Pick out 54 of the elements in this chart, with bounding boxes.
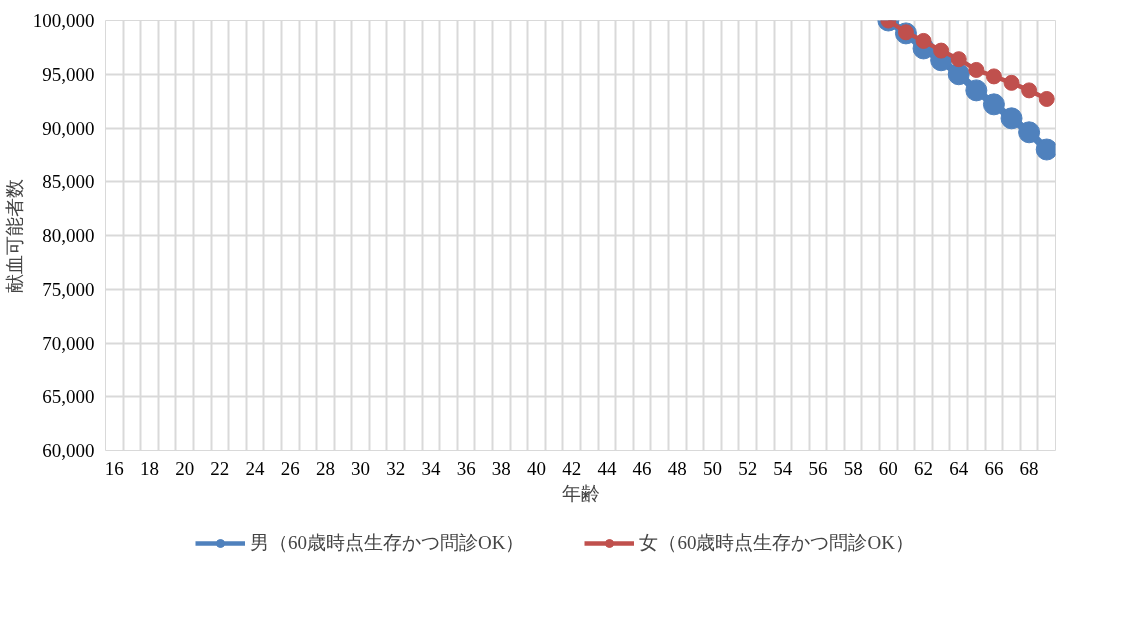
point: [1021, 82, 1038, 99]
x-tick-label: 22: [210, 457, 230, 479]
y-tick-label: 60,000: [42, 440, 95, 461]
legend-label: 男（60歳時点生存かつ問診OK）: [250, 531, 525, 555]
point: [1038, 90, 1055, 107]
x-tick-label: 56: [808, 457, 828, 479]
x-tick-label: 24: [245, 457, 266, 479]
y-axis-title: 献血可能者数: [3, 178, 25, 293]
x-tick-label: 18: [139, 457, 159, 479]
x-tick-label: 68: [1019, 457, 1039, 479]
point: [1000, 107, 1023, 130]
x-tick-label: 42: [562, 457, 582, 479]
point: [915, 32, 932, 49]
x-tick-label: 32: [386, 457, 406, 479]
point: [947, 63, 970, 86]
legend-label: 女（60歳時点生存かつ問診OK）: [639, 531, 914, 555]
x-tick-label: 36: [456, 457, 476, 479]
point: [950, 51, 967, 68]
x-tick-label: 54: [773, 457, 793, 479]
point: [985, 68, 1002, 85]
x-tick-label: 38: [491, 457, 511, 479]
x-tick-label: 58: [843, 457, 863, 479]
point: [1035, 138, 1056, 161]
x-tick-label: 46: [632, 457, 652, 479]
x-tick-label: 52: [738, 457, 758, 479]
point: [982, 93, 1005, 116]
point: [1003, 74, 1020, 91]
point: [965, 79, 988, 102]
x-tick-label: 30: [351, 457, 371, 479]
x-tick-label: 60: [878, 457, 898, 479]
x-tick-label: 20: [175, 457, 195, 479]
x-tick-label: 16: [104, 457, 124, 479]
y-tick-label: 80,000: [42, 225, 95, 246]
y-tick-label: 90,000: [42, 117, 95, 139]
x-tick-label: 26: [280, 457, 300, 479]
point: [968, 61, 985, 78]
x-tick-label: 66: [984, 457, 1004, 479]
point: [933, 42, 950, 59]
y-tick-label: 65,000: [42, 386, 95, 408]
x-tick-label: 50: [702, 457, 722, 479]
y-tick-label: 85,000: [42, 171, 95, 193]
x-tick-label: 28: [315, 457, 335, 479]
y-tick-label: 75,000: [42, 278, 95, 300]
x-tick-label: 48: [667, 457, 687, 479]
x-tick-label: 44: [597, 457, 617, 479]
point: [1018, 121, 1041, 144]
x-tick-label: 62: [914, 457, 934, 479]
x-axis-title: 年齢: [561, 482, 600, 504]
x-tick-label: 34: [421, 457, 441, 479]
y-tick-label: 95,000: [42, 63, 95, 85]
x-tick-label: 64: [949, 457, 969, 479]
x-tick-label: 40: [527, 457, 547, 479]
y-tick-label: 100,000: [32, 10, 95, 31]
y-tick-label: 70,000: [42, 332, 95, 354]
